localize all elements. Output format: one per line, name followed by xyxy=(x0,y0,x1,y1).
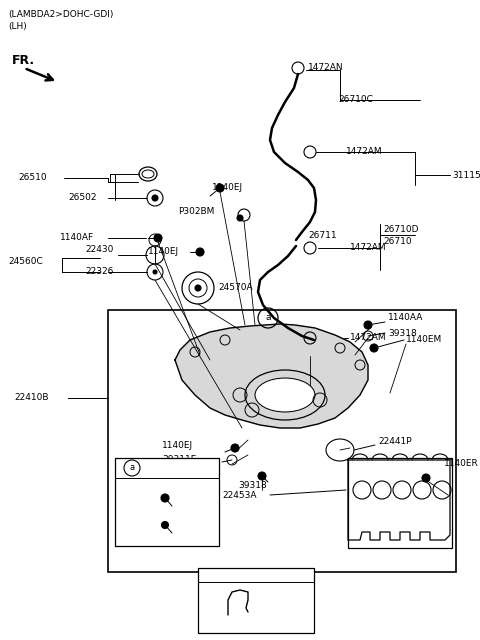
Bar xyxy=(348,458,452,548)
Circle shape xyxy=(161,494,169,502)
Circle shape xyxy=(237,215,243,221)
Text: 1472AM: 1472AM xyxy=(350,333,386,342)
Ellipse shape xyxy=(256,379,314,411)
Text: 24560C: 24560C xyxy=(8,257,43,266)
Circle shape xyxy=(364,321,372,329)
Circle shape xyxy=(258,472,266,480)
Text: 26502: 26502 xyxy=(68,193,96,202)
Text: 1472AM: 1472AM xyxy=(346,147,383,157)
Text: 26710D: 26710D xyxy=(383,225,419,234)
Text: 1140AF: 1140AF xyxy=(60,234,94,243)
Text: FR.: FR. xyxy=(12,54,35,67)
Text: a: a xyxy=(130,463,134,472)
Text: 91191F: 91191F xyxy=(235,570,269,579)
Text: 26711: 26711 xyxy=(308,232,336,241)
Text: 1140ER: 1140ER xyxy=(444,460,479,468)
Text: 1140EJ: 1140EJ xyxy=(148,248,179,257)
Polygon shape xyxy=(175,324,368,428)
Text: 31115F: 31115F xyxy=(452,170,480,179)
Bar xyxy=(108,310,456,572)
Text: 1140EM: 1140EM xyxy=(406,335,442,344)
Text: 22453A: 22453A xyxy=(222,490,256,499)
Text: 22441P: 22441P xyxy=(378,438,412,447)
Text: 1140AA: 1140AA xyxy=(388,314,423,323)
Text: (LAMBDA2>DOHC-GDI): (LAMBDA2>DOHC-GDI) xyxy=(8,10,113,19)
Text: 22430: 22430 xyxy=(85,246,113,255)
Text: 22326: 22326 xyxy=(85,268,113,276)
Circle shape xyxy=(161,522,168,529)
Text: 1472AM: 1472AM xyxy=(350,243,386,253)
Text: 1472AN: 1472AN xyxy=(308,63,344,72)
Circle shape xyxy=(152,195,158,201)
Circle shape xyxy=(196,248,204,256)
Circle shape xyxy=(422,474,430,482)
Text: 24570A: 24570A xyxy=(218,284,252,292)
Bar xyxy=(198,568,314,633)
Text: P302BM: P302BM xyxy=(178,207,215,216)
Text: (LH): (LH) xyxy=(8,22,27,31)
Text: 1140EJ: 1140EJ xyxy=(122,495,152,504)
Text: a: a xyxy=(265,314,271,323)
Circle shape xyxy=(231,444,239,452)
Circle shape xyxy=(216,184,224,192)
Text: 26710: 26710 xyxy=(383,237,412,246)
Text: 26710C: 26710C xyxy=(338,95,373,104)
Circle shape xyxy=(153,270,157,274)
Text: 1140EJ: 1140EJ xyxy=(162,440,193,449)
Circle shape xyxy=(154,234,162,242)
Text: 39318: 39318 xyxy=(388,328,417,337)
Text: 26510: 26510 xyxy=(18,173,47,182)
Text: 91991: 91991 xyxy=(122,520,149,529)
Bar xyxy=(115,458,219,546)
Text: 39311E: 39311E xyxy=(162,456,196,465)
Text: 22410B: 22410B xyxy=(14,394,48,403)
Text: 1140EJ: 1140EJ xyxy=(212,184,243,193)
Circle shape xyxy=(370,344,378,352)
Text: 39318: 39318 xyxy=(238,481,267,490)
Circle shape xyxy=(195,285,201,291)
